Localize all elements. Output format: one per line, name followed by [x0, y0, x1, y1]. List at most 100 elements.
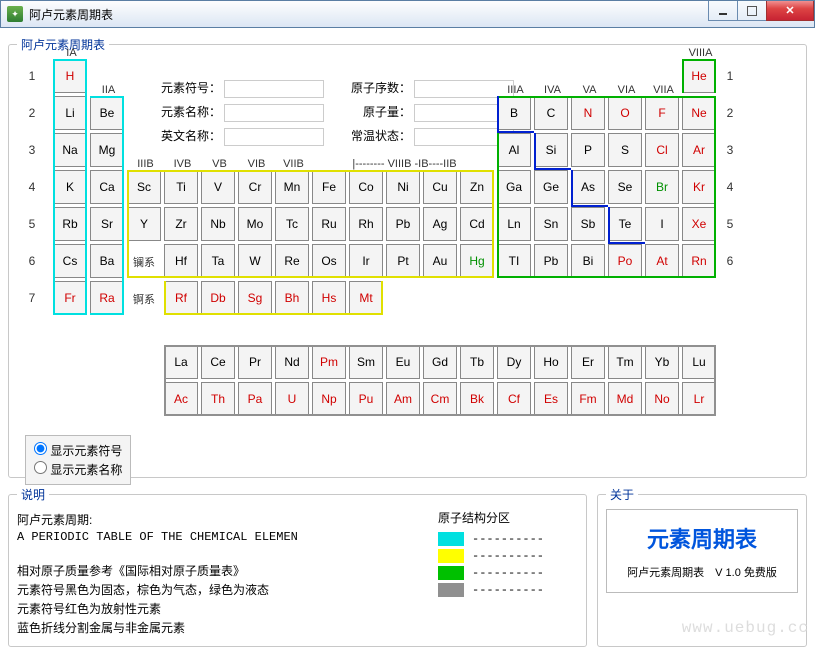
- element-Cf[interactable]: Cf: [497, 382, 531, 416]
- element-Rf[interactable]: Rf: [164, 281, 198, 315]
- element-Nd[interactable]: Nd: [275, 345, 309, 379]
- element-Tm[interactable]: Tm: [608, 345, 642, 379]
- minimize-button[interactable]: [708, 1, 738, 21]
- element-Pa[interactable]: Pa: [238, 382, 272, 416]
- element-Sc[interactable]: Sc: [127, 170, 161, 204]
- element-Ga[interactable]: Ga: [497, 170, 531, 204]
- element-Er[interactable]: Er: [571, 345, 605, 379]
- element-C[interactable]: C: [534, 96, 568, 130]
- element-Bh[interactable]: Bh: [275, 281, 309, 315]
- element-Zr[interactable]: Zr: [164, 207, 198, 241]
- close-button[interactable]: [766, 1, 814, 21]
- element-Po[interactable]: Po: [608, 244, 642, 278]
- element-Np[interactable]: Np: [312, 382, 346, 416]
- element-Ti[interactable]: Ti: [164, 170, 198, 204]
- element-O[interactable]: O: [608, 96, 642, 130]
- element-Co[interactable]: Co: [349, 170, 383, 204]
- element-Pt[interactable]: Pt: [386, 244, 420, 278]
- element-Th[interactable]: Th: [201, 382, 235, 416]
- element-Pu[interactable]: Pu: [349, 382, 383, 416]
- element-Nb[interactable]: Nb: [201, 207, 235, 241]
- element-Se[interactable]: Se: [608, 170, 642, 204]
- element-At[interactable]: At: [645, 244, 679, 278]
- element-He[interactable]: He: [682, 59, 716, 93]
- element-Ac[interactable]: Ac: [164, 382, 198, 416]
- element-Y[interactable]: Y: [127, 207, 161, 241]
- element-W[interactable]: W: [238, 244, 272, 278]
- element-Ru[interactable]: Ru: [312, 207, 346, 241]
- element-No[interactable]: No: [645, 382, 679, 416]
- element-Sb[interactable]: Sb: [571, 207, 605, 241]
- element-Ar[interactable]: Ar: [682, 133, 716, 167]
- element-Fe[interactable]: Fe: [312, 170, 346, 204]
- element-Mn[interactable]: Mn: [275, 170, 309, 204]
- element-Pb[interactable]: Pb: [534, 244, 568, 278]
- radio-show-name[interactable]: 显示元素名称: [34, 461, 122, 478]
- element-V[interactable]: V: [201, 170, 235, 204]
- element-Sr[interactable]: Sr: [90, 207, 124, 241]
- element-Ta[interactable]: Ta: [201, 244, 235, 278]
- titlebar[interactable]: ✦ 阿卢元素周期表: [0, 0, 815, 28]
- element-S[interactable]: S: [608, 133, 642, 167]
- element-Tb[interactable]: Tb: [460, 345, 494, 379]
- element-Ne[interactable]: Ne: [682, 96, 716, 130]
- element-N[interactable]: N: [571, 96, 605, 130]
- element-Rb[interactable]: Rb: [53, 207, 87, 241]
- element-F[interactable]: F: [645, 96, 679, 130]
- element-Gd[interactable]: Gd: [423, 345, 457, 379]
- element-Ni[interactable]: Ni: [386, 170, 420, 204]
- maximize-button[interactable]: [737, 1, 767, 21]
- element-Os[interactable]: Os: [312, 244, 346, 278]
- element-Cu[interactable]: Cu: [423, 170, 457, 204]
- element-Zn[interactable]: Zn: [460, 170, 494, 204]
- element-La[interactable]: La: [164, 345, 198, 379]
- element-Si[interactable]: Si: [534, 133, 568, 167]
- element-Au[interactable]: Au: [423, 244, 457, 278]
- element-Mt[interactable]: Mt: [349, 281, 383, 315]
- element-Br[interactable]: Br: [645, 170, 679, 204]
- element-Kr[interactable]: Kr: [682, 170, 716, 204]
- element-Pm[interactable]: Pm: [312, 345, 346, 379]
- element-Tc[interactable]: Tc: [275, 207, 309, 241]
- element-Db[interactable]: Db: [201, 281, 235, 315]
- element-Ce[interactable]: Ce: [201, 345, 235, 379]
- element-Be[interactable]: Be: [90, 96, 124, 130]
- element-Fr[interactable]: Fr: [53, 281, 87, 315]
- element-Ir[interactable]: Ir: [349, 244, 383, 278]
- element-Hg[interactable]: Hg: [460, 244, 494, 278]
- element-Cl[interactable]: Cl: [645, 133, 679, 167]
- element-Cm[interactable]: Cm: [423, 382, 457, 416]
- element-Eu[interactable]: Eu: [386, 345, 420, 379]
- element-Cr[interactable]: Cr: [238, 170, 272, 204]
- radio-show-symbol[interactable]: 显示元素符号: [34, 442, 122, 459]
- element-Li[interactable]: Li: [53, 96, 87, 130]
- element-Pb[interactable]: Pb: [386, 207, 420, 241]
- element-Pr[interactable]: Pr: [238, 345, 272, 379]
- element-Ra[interactable]: Ra: [90, 281, 124, 315]
- element-As[interactable]: As: [571, 170, 605, 204]
- element-Ge[interactable]: Ge: [534, 170, 568, 204]
- element-I[interactable]: I: [645, 207, 679, 241]
- element-H[interactable]: H: [53, 59, 87, 93]
- element-Al[interactable]: Al: [497, 133, 531, 167]
- element-Hs[interactable]: Hs: [312, 281, 346, 315]
- element-Cd[interactable]: Cd: [460, 207, 494, 241]
- element-Ba[interactable]: Ba: [90, 244, 124, 278]
- element-Sm[interactable]: Sm: [349, 345, 383, 379]
- element-Na[interactable]: Na: [53, 133, 87, 167]
- element-Hf[interactable]: Hf: [164, 244, 198, 278]
- element-Mo[interactable]: Mo: [238, 207, 272, 241]
- element-Md[interactable]: Md: [608, 382, 642, 416]
- element-Yb[interactable]: Yb: [645, 345, 679, 379]
- element-Bk[interactable]: Bk: [460, 382, 494, 416]
- element-Cs[interactable]: Cs: [53, 244, 87, 278]
- element-Fm[interactable]: Fm: [571, 382, 605, 416]
- element-Lr[interactable]: Lr: [682, 382, 716, 416]
- element-Sn[interactable]: Sn: [534, 207, 568, 241]
- element-Xe[interactable]: Xe: [682, 207, 716, 241]
- element-Lu[interactable]: Lu: [682, 345, 716, 379]
- element-Ho[interactable]: Ho: [534, 345, 568, 379]
- element-U[interactable]: U: [275, 382, 309, 416]
- element-Rn[interactable]: Rn: [682, 244, 716, 278]
- element-Bi[interactable]: Bi: [571, 244, 605, 278]
